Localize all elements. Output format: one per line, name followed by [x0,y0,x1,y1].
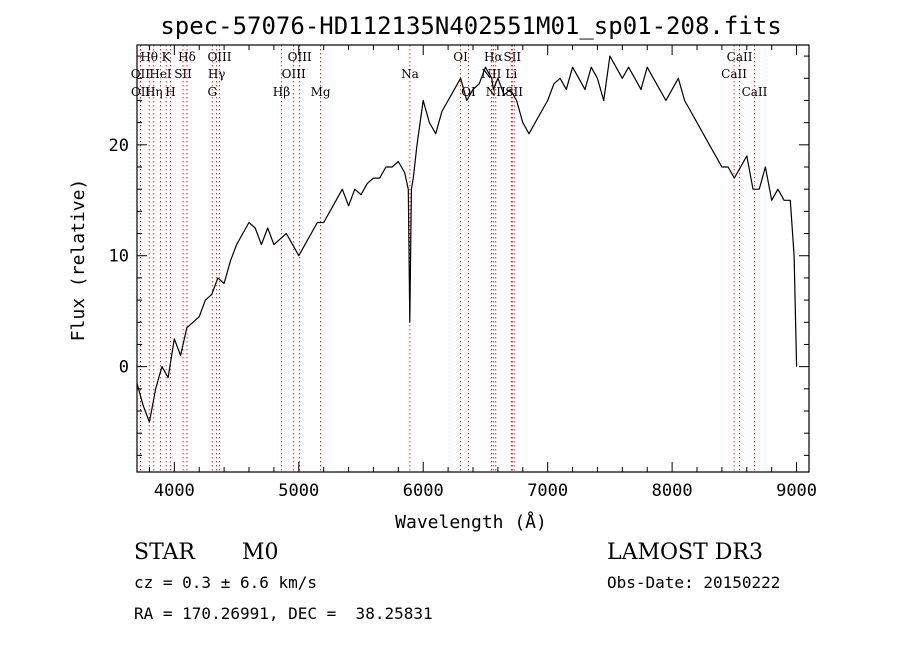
coordinates: RA = 170.26991, DEC = 38.25831 [134,604,433,623]
spectral-line-label: CaII [727,50,753,64]
x-axis-label: Wavelength (Å) [395,511,547,533]
redshift-velocity: cz = 0.3 ± 6.6 km/s [134,573,318,592]
x-tick-label: 4000 [154,481,195,501]
spectral-line-label: Hα [484,50,503,64]
observation-date: Obs-Date: 20150222 [607,573,781,592]
plot-axes: 4000 5000 6000 7000 8000 9000 0 10 20 [109,44,817,501]
spectral-line-label: HeI [149,67,172,81]
y-tick-label: 20 [109,136,129,156]
spectral-line-label: SII [174,67,192,81]
spectral-line-label: OIII [207,50,231,64]
spectral-line-label: Mg [311,85,331,99]
spectral-line-label: G [207,85,217,99]
x-tick-label: 8000 [652,481,693,501]
spectral-line-label: Hδ [178,50,196,64]
spectral-line-label: Hγ [208,67,226,81]
spectral-line-label: CaII [721,67,747,81]
survey-name: LAMOST DR3 [607,540,763,565]
spectral-line-label: NII [481,67,501,81]
object-subclass: M0 [242,540,279,565]
spectral-line-label: CaII [742,85,768,99]
spectral-line-label: OII [131,85,151,99]
x-tick-label: 9000 [776,481,817,501]
spectral-line-label: Li [505,67,517,81]
spectral-line-label: OIII [282,67,306,81]
spectral-line-label: SII [505,85,523,99]
spectral-line-label: K [162,50,172,64]
spectral-line-label: Hη [145,85,163,99]
spectral-line-label: SII [503,50,521,64]
plot-frame [136,44,810,473]
x-tick-label: 6000 [403,481,444,501]
spectrum-line-0 [136,55,798,423]
spectral-line-label: Na [401,67,419,81]
spectral-line-label: Hθ [140,50,158,64]
spectral-line-label: OIII [288,50,312,64]
spectrum-series [136,55,798,423]
chart-title: spec-57076-HD112135N402551M01_sp01-208.f… [160,12,781,40]
object-class: STAR [134,540,195,565]
x-tick-label: 7000 [527,481,568,501]
y-axis-label: Flux (relative) [68,179,89,342]
spectral-line-label: OI [453,50,468,64]
y-tick-label: 0 [119,358,129,378]
spectral-line-label: H [165,85,175,99]
spectral-line-label: NII [486,85,506,99]
x-tick-label: 5000 [278,481,319,501]
y-tick-label: 10 [109,247,129,267]
spectral-line-label: Hβ [273,85,290,99]
